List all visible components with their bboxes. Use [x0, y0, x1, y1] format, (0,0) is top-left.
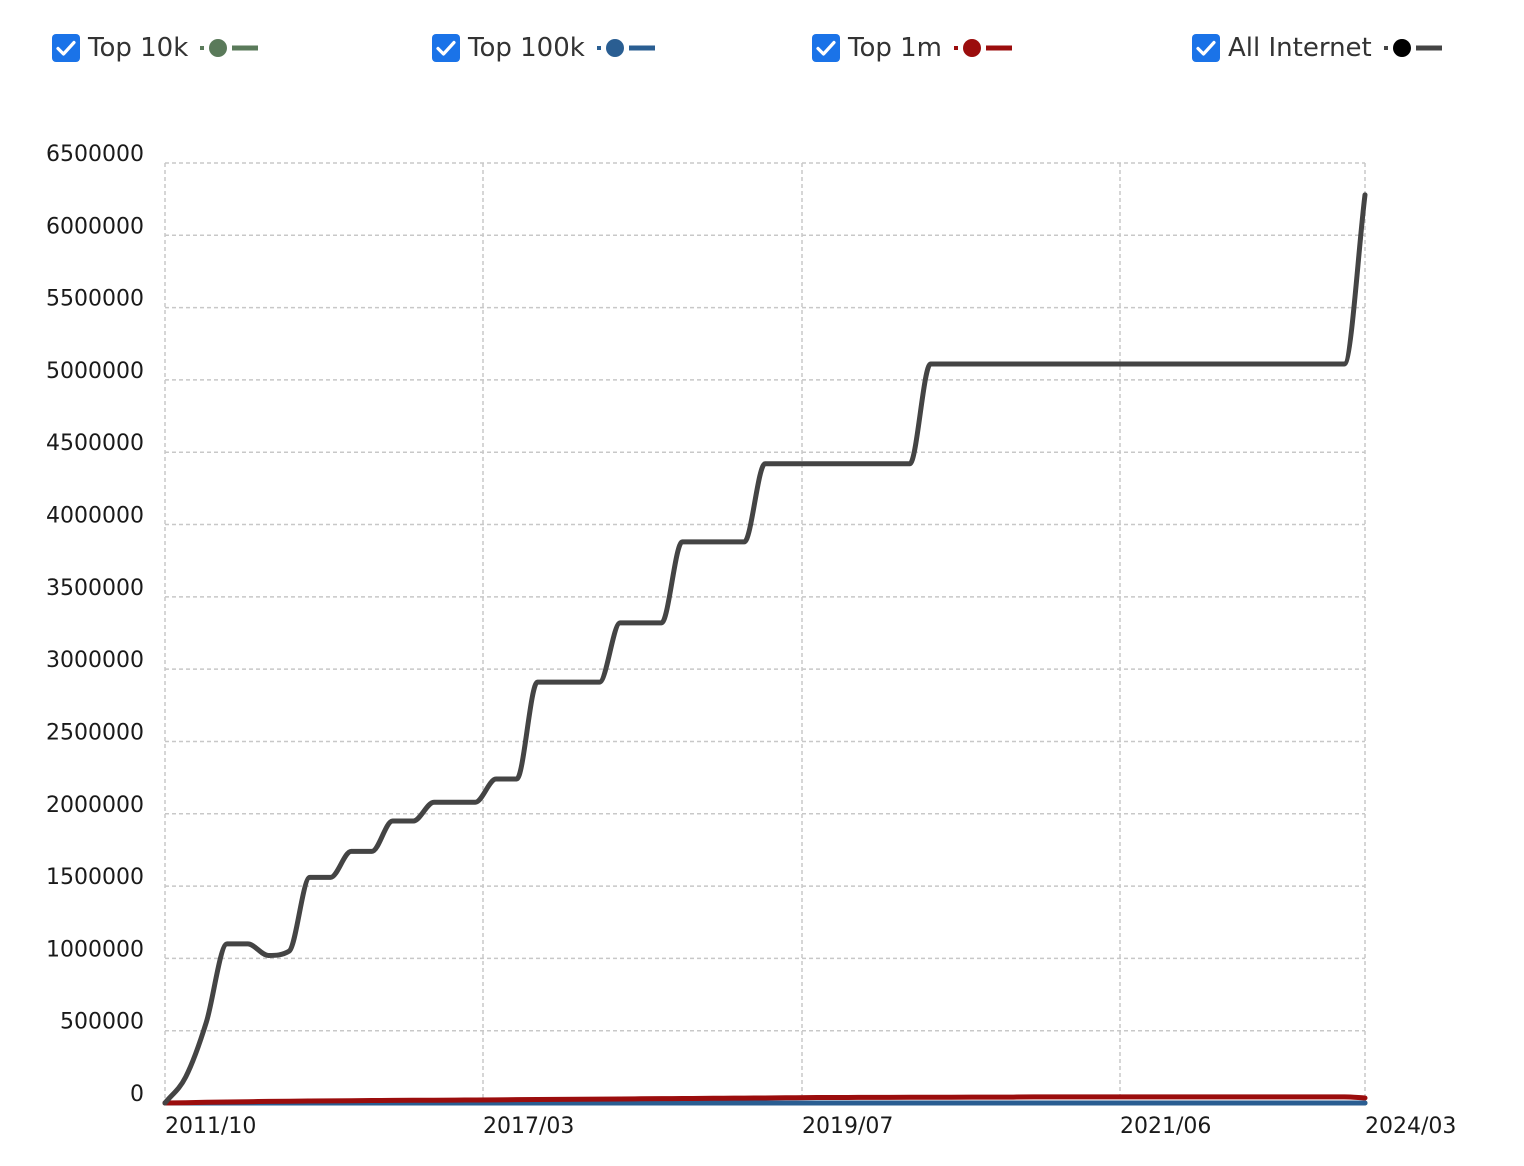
chart-legend: Top 10k Top 100k Top 1m All Internet [0, 0, 1524, 100]
legend-item-all-internet[interactable]: All Internet [1192, 30, 1444, 66]
y-tick-label: 6000000 [46, 214, 144, 239]
legend-label-top-1m: Top 1m [848, 33, 943, 63]
y-tick-label: 3000000 [46, 648, 144, 673]
checkmark-icon [1196, 40, 1216, 56]
legend-item-top-100k[interactable]: Top 100k [432, 30, 657, 66]
chart-series [162, 192, 1368, 1106]
checkmark-icon [436, 40, 456, 56]
y-tick-label: 5500000 [46, 287, 144, 312]
legend-label-top-100k: Top 100k [468, 33, 585, 63]
series-line-top-1m [162, 1094, 1368, 1106]
y-tick-label: 3500000 [46, 576, 144, 601]
x-tick-label: 2021/06 [1120, 1114, 1211, 1139]
y-tick-label: 0 [130, 1082, 144, 1107]
chart-grid [164, 162, 1366, 1104]
x-tick-label: 2011/10 [165, 1114, 256, 1139]
y-tick-label: 4500000 [46, 431, 144, 456]
legend-swatch-all-internet [1383, 39, 1442, 57]
y-tick-label: 2500000 [46, 720, 144, 745]
checkmark-icon [816, 40, 836, 56]
legend-dot [605, 39, 624, 57]
legend-swatch-top-10k [200, 39, 259, 57]
checkbox-top-1m[interactable] [812, 34, 840, 62]
legend-dot [209, 39, 228, 57]
checkbox-all-internet[interactable] [1192, 34, 1220, 62]
x-axis-ticks: 2011/10 2017/03 2019/07 2021/06 2024/03 [165, 1114, 1456, 1139]
legend-item-top-1m[interactable]: Top 1m [812, 30, 1014, 66]
checkbox-top-10k[interactable] [52, 34, 80, 62]
y-tick-label: 1000000 [46, 937, 144, 962]
x-tick-label: 2024/03 [1365, 1114, 1456, 1139]
legend-swatch-top-100k [596, 39, 655, 57]
legend-dot [1392, 39, 1411, 57]
checkbox-top-100k[interactable] [432, 34, 460, 62]
y-tick-label: 5000000 [46, 359, 144, 384]
legend-swatch-top-1m [954, 39, 1013, 57]
y-tick-label: 500000 [60, 1010, 144, 1035]
legend-item-top-10k[interactable]: Top 10k [52, 30, 260, 66]
y-tick-label: 6500000 [46, 142, 144, 167]
legend-label-all-internet: All Internet [1228, 33, 1372, 63]
checkmark-icon [56, 40, 76, 56]
legend-label-top-10k: Top 10k [88, 33, 189, 63]
series-line-all-internet [162, 192, 1368, 1106]
y-tick-label: 1500000 [46, 865, 144, 890]
x-tick-label: 2017/03 [483, 1114, 574, 1139]
y-tick-label: 2000000 [46, 793, 144, 818]
legend-dot [963, 39, 982, 57]
y-axis-ticks: 6500000600000055000005000000450000040000… [46, 142, 144, 1107]
x-tick-label: 2019/07 [802, 1114, 893, 1139]
y-tick-label: 4000000 [46, 504, 144, 529]
